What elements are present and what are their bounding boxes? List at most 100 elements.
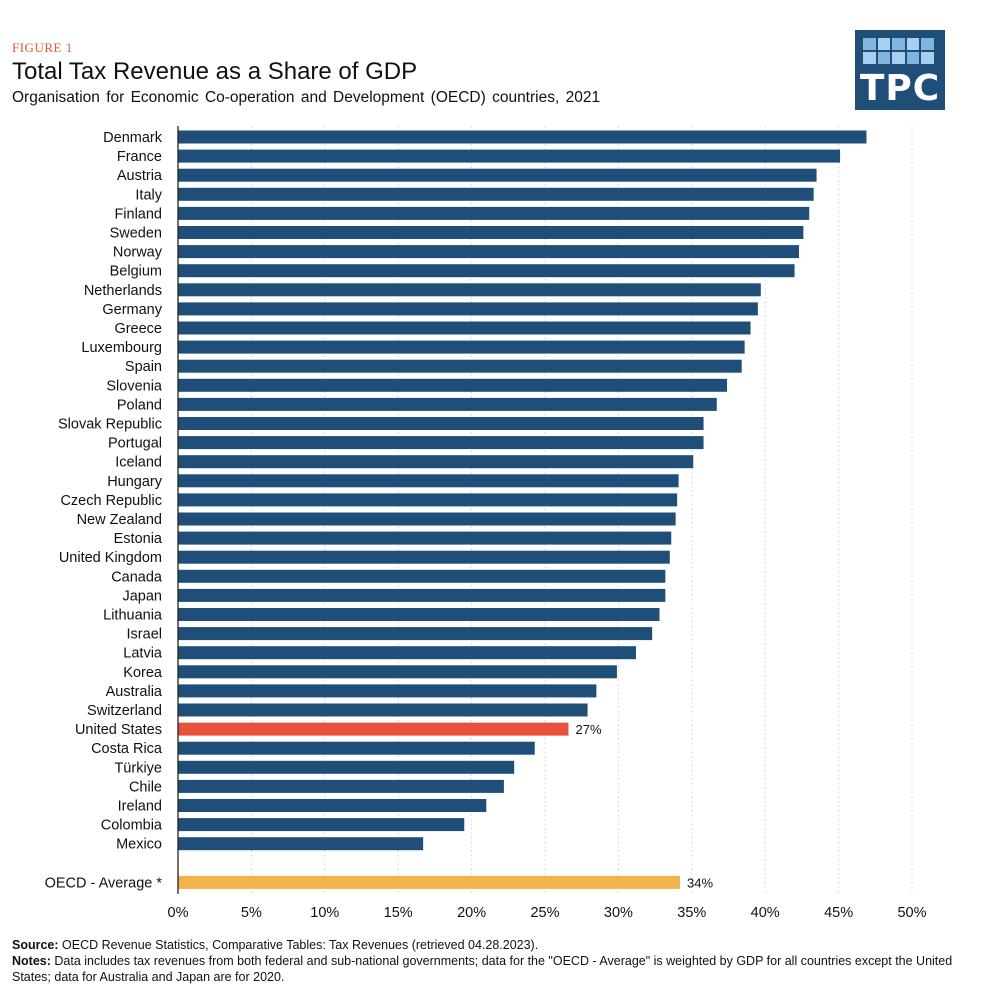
category-label: Estonia	[114, 531, 163, 547]
category-label: Austria	[117, 168, 163, 184]
bar	[178, 417, 704, 430]
category-label: Korea	[123, 665, 163, 681]
category-label: Canada	[111, 569, 163, 585]
tpc-logo: TPC	[855, 30, 945, 110]
category-label: Portugal	[108, 436, 162, 452]
bar	[178, 665, 617, 679]
source-text: OECD Revenue Statistics, Comparative Tab…	[62, 938, 539, 952]
x-tick-label: 40%	[751, 905, 780, 921]
category-label: Costa Rica	[91, 741, 163, 757]
category-label: Latvia	[123, 646, 163, 662]
bar	[178, 703, 588, 717]
source-line: Source: OECD Revenue Statistics, Compara…	[12, 937, 972, 953]
category-label: Türkiye	[114, 760, 162, 776]
bar	[178, 569, 666, 583]
logo-text: TPC	[859, 68, 941, 109]
bar	[178, 512, 676, 526]
x-tick-label: 30%	[604, 905, 633, 921]
bar	[178, 531, 672, 545]
bar	[178, 646, 637, 660]
bar	[178, 741, 535, 755]
bar	[178, 130, 867, 144]
figure-label: FIGURE 1	[12, 40, 73, 55]
category-label: Mexico	[116, 837, 162, 853]
source-label: Source:	[12, 938, 59, 952]
category-label: Israel	[127, 627, 162, 643]
bar	[178, 779, 504, 793]
bar	[178, 799, 487, 812]
bar	[178, 187, 814, 201]
bar	[178, 608, 660, 621]
chart-subtitle: Organisation for Economic Co-operation a…	[12, 89, 601, 106]
category-label: New Zealand	[77, 512, 162, 528]
category-label: Japan	[122, 588, 162, 604]
bar	[178, 168, 817, 182]
category-label: United States	[75, 722, 162, 738]
bar	[178, 627, 653, 641]
notes-label: Notes:	[12, 954, 51, 968]
bar	[178, 245, 799, 259]
x-tick-label: 10%	[310, 905, 339, 921]
bar	[178, 684, 597, 698]
x-tick-label: 0%	[168, 905, 189, 921]
category-label: Lithuania	[103, 608, 163, 624]
category-label: Ireland	[118, 799, 162, 815]
bar	[178, 378, 728, 392]
bar	[178, 436, 704, 450]
category-label: Finland	[114, 206, 162, 222]
bar	[178, 588, 666, 602]
x-tick-label: 20%	[457, 905, 486, 921]
category-label: Belgium	[110, 264, 162, 280]
category-label: Denmark	[103, 130, 163, 146]
category-label: Iceland	[115, 455, 162, 471]
bar	[178, 455, 694, 469]
bar-chart: 0% 5% 10% 15% 20% 25% 30% 35% 40% 45% 50% Denmark Fr…	[45, 126, 927, 921]
footnote: Source: OECD Revenue Statistics, Compara…	[12, 937, 972, 985]
bar	[178, 206, 810, 220]
category-label: Netherlands	[84, 283, 162, 299]
category-label: Sweden	[110, 226, 162, 242]
data-label: 27%	[575, 722, 601, 737]
category-label: Australia	[106, 684, 163, 700]
category-label: Switzerland	[87, 703, 162, 719]
bar	[178, 722, 569, 736]
average-data-label: 34%	[687, 875, 713, 890]
bar	[178, 264, 795, 278]
bar	[178, 149, 841, 163]
average-bar	[178, 875, 681, 889]
x-tick-label: 15%	[384, 905, 413, 921]
logo-grid-icon	[863, 38, 937, 64]
bar	[178, 283, 761, 297]
bar	[178, 550, 670, 564]
bar	[178, 321, 751, 335]
category-label: France	[117, 149, 162, 165]
category-label: Luxembourg	[81, 340, 162, 356]
x-tick-label: 45%	[824, 905, 853, 921]
category-label: Norway	[113, 245, 163, 261]
category-label: Czech Republic	[60, 493, 162, 509]
chart-title: Total Tax Revenue as a Share of GDP	[12, 58, 418, 85]
category-label: Hungary	[107, 474, 163, 490]
bar	[178, 760, 515, 774]
category-label: Italy	[135, 187, 162, 203]
bar	[178, 493, 678, 507]
bar	[178, 302, 758, 316]
bar	[178, 340, 745, 354]
x-tick-label: 35%	[677, 905, 706, 921]
bar	[178, 837, 424, 851]
bar	[178, 359, 742, 373]
category-label: United Kingdom	[59, 550, 162, 566]
bar	[178, 474, 679, 488]
category-label: Spain	[125, 359, 162, 375]
average-category-label: OECD - Average *	[45, 875, 163, 891]
bar	[178, 397, 717, 411]
notes-line: Notes: Data includes tax revenues from b…	[12, 953, 972, 985]
category-label: Slovak Republic	[58, 417, 162, 433]
category-label: Chile	[129, 779, 162, 795]
x-tick-label: 5%	[241, 905, 262, 921]
category-label: Slovenia	[106, 378, 163, 394]
category-label: Poland	[117, 397, 162, 413]
x-tick-label: 25%	[530, 905, 559, 921]
category-label: Greece	[114, 321, 162, 337]
notes-text: Data includes tax revenues from both fed…	[12, 954, 953, 984]
